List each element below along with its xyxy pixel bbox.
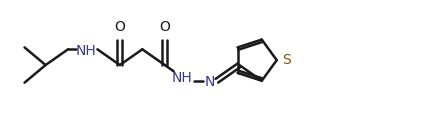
Text: NH: NH bbox=[171, 71, 192, 85]
Text: O: O bbox=[114, 20, 125, 34]
Text: N: N bbox=[205, 75, 215, 89]
Text: NH: NH bbox=[75, 44, 96, 58]
Text: O: O bbox=[159, 20, 170, 34]
Text: S: S bbox=[282, 53, 290, 67]
